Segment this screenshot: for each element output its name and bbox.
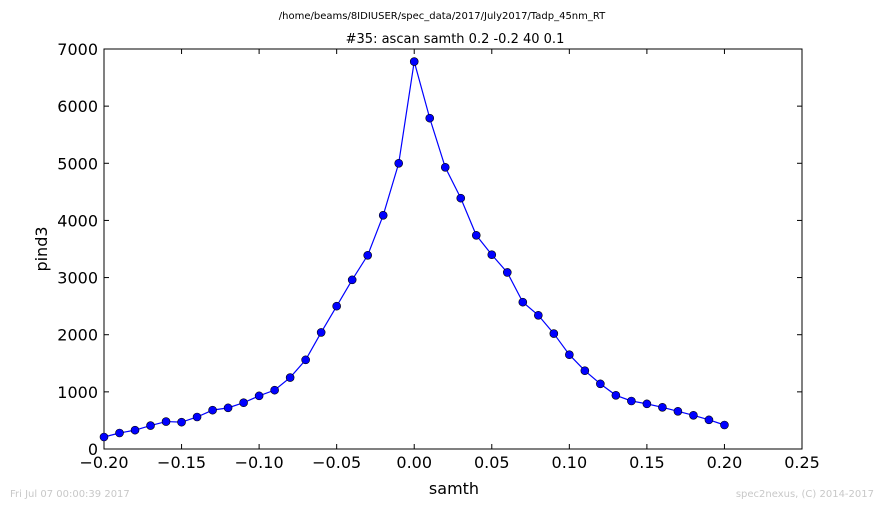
data-point [316,328,326,337]
y-tick-label: 3000 [57,269,98,288]
data-point [332,301,341,311]
chart-title: #35: ascan samth 0.2 -0.2 40 0.1 [346,32,565,47]
data-point [285,373,295,382]
x-tick-label: −0.10 [235,453,284,472]
series-line [103,61,725,438]
data-point [689,410,698,420]
data-point [223,403,233,413]
data-point [254,391,264,401]
x-tick-label: −0.15 [157,453,206,472]
data-point [456,193,466,203]
data-point [565,350,574,360]
data-point [239,398,248,408]
data-point [146,421,155,430]
axes-frame [103,48,803,450]
y-tick-label: 0 [88,440,98,459]
y-axis-label: pind3 [32,226,51,271]
data-point [177,417,186,427]
data-point [534,310,543,320]
data-point [642,399,652,409]
data-point [487,250,497,260]
y-tick-label: 1000 [57,383,98,402]
x-tick-label: 0.15 [629,453,665,472]
data-point [627,396,636,406]
data-point [471,230,481,240]
data-point [270,385,279,395]
data-point [347,275,357,285]
y-tick-label: 6000 [57,97,98,116]
footer-timestamp: Fri Jul 07 00:00:39 2017 [10,489,130,500]
data-point [580,366,590,376]
data-point [115,428,124,438]
data-point [130,425,140,435]
data-point [192,412,202,422]
chart-suptitle: /home/beams/8IDIUSER/spec_data/2017/July… [279,11,606,22]
data-point [394,158,404,168]
data-point [720,420,729,430]
x-tick-label: 0.05 [474,453,510,472]
data-point [161,417,171,426]
data-point [301,355,310,365]
data-point [409,57,419,66]
y-tick-label: 2000 [57,326,98,345]
data-point [518,297,528,307]
data-point [363,250,372,260]
x-tick-label: 0.20 [707,453,743,472]
footer-credit: spec2nexus, (C) 2014-2017 [735,489,874,500]
x-tick-label: 0.25 [784,453,820,472]
data-point [99,432,109,442]
data-point [549,329,559,338]
data-point [502,268,512,277]
data-point [440,162,450,172]
x-axis-label: samth [429,479,479,498]
data-point [704,415,714,425]
data-point [378,210,388,220]
x-tick-label: 0.00 [396,453,432,472]
data-point [208,405,217,415]
y-tick-label: 5000 [57,154,98,173]
data-point [673,406,683,416]
data-point [658,402,667,412]
x-tick-label: 0.10 [552,453,588,472]
data-point [425,113,435,123]
y-tick-label: 4000 [57,211,98,230]
data-point [596,379,605,389]
data-point [611,390,621,400]
x-tick-label: −0.05 [312,453,361,472]
y-tick-label: 7000 [57,40,98,59]
plot-area: −0.20 −0.15 −0.10 −0.05 0.00 0.05 0.10 0.15 0.20… [57,40,820,472]
x-tick-label: −0.20 [79,453,128,472]
